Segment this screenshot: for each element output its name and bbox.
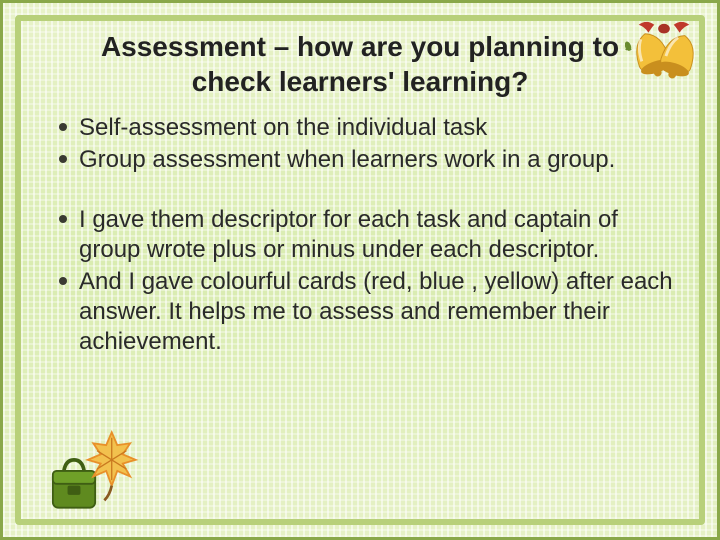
bullet-text: Self-assessment on the individual task [79,114,487,141]
bullet-list: Self-assessment on the individual task G… [45,113,675,175]
leaf-icon [51,427,143,513]
list-item: Group assessment when learners work in a… [45,145,675,175]
bullet-list: I gave them descriptor for each task and… [45,205,675,357]
list-item: And I gave colourful cards (red, blue , … [45,267,675,357]
slide-inner: Assessment – how are you planning to che… [15,15,705,525]
list-item: I gave them descriptor for each task and… [45,205,675,265]
list-item: Self-assessment on the individual task [45,113,675,143]
bullet-text: And I gave colourful cards (red, blue , … [79,268,673,355]
paragraph-gap [45,177,675,205]
slide-title: Assessment – how are you planning to che… [85,29,635,99]
bullet-text: Group assessment when learners work in a… [79,146,615,173]
slide: Assessment – how are you planning to che… [0,0,720,540]
bullet-text: I gave them descriptor for each task and… [79,206,618,263]
bells-icon [625,17,703,89]
